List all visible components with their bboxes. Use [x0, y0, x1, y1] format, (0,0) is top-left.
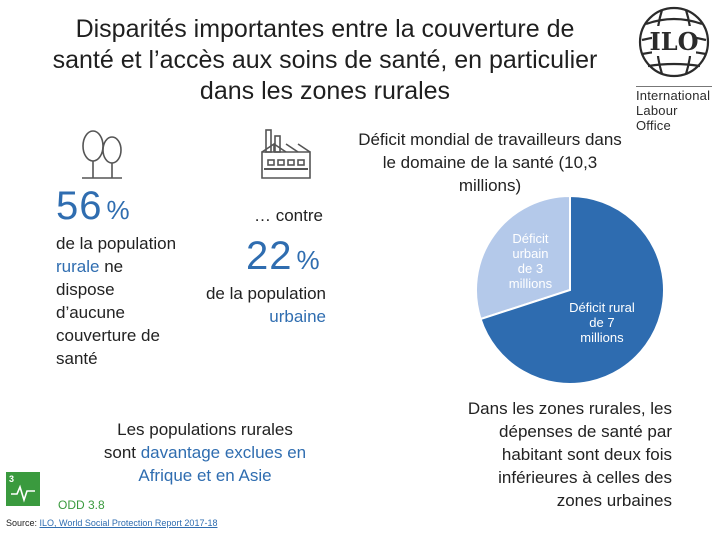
pie-label-urban: Déficit urbain de 3 millions — [509, 231, 553, 291]
urban-keyword: urbaine — [269, 307, 326, 326]
pie-slice-urban — [475, 194, 571, 321]
urban-description: de la population urbaine — [180, 282, 326, 328]
title-line-1: Disparités importantes entre la couvertu… — [75, 15, 575, 43]
pie-label-rural: Déficit rural de 7 millions — [569, 300, 635, 345]
factory-icon — [261, 129, 311, 179]
urban-percentage: 22% — [246, 234, 321, 278]
exclusion-keyword: davantage exclues en — [140, 443, 307, 462]
svg-text:ILO: ILO — [649, 27, 698, 56]
rural-description: de la population rurale ne dispose d’auc… — [56, 234, 177, 368]
pie-slice-rural — [479, 194, 665, 385]
sdg-health-icon: 3 — [6, 472, 40, 506]
chart-title: Déficit mondial de travailleurs dans le … — [358, 130, 622, 195]
ilo-globe-icon: ILO — [638, 6, 710, 78]
rural-percentage: 56% — [56, 184, 131, 228]
health-spending-note: Dans les zones rurales, les dépenses de … — [467, 399, 672, 510]
ilo-logo-text: International Labour Office — [636, 88, 711, 133]
trees-icon — [82, 130, 122, 179]
slide-title: Disparités importantes entre la couvertu… — [40, 14, 610, 107]
sdg-label: ODD 3.8 — [58, 498, 105, 512]
rural-exclusion-note: Les populations rurales sont davantage e… — [103, 420, 307, 485]
source-citation: Source: ILO, World Social Protection Rep… — [6, 518, 218, 528]
source-link[interactable]: ILO, World Social Protection Report 2017… — [39, 518, 218, 528]
title-line-2: santé et l’accès aux soins de santé, en … — [52, 46, 598, 74]
title-line-3: dans les zones rurales — [199, 77, 451, 105]
rural-keyword: rurale — [56, 257, 100, 276]
ilo-logo: ILO International Labour Office — [622, 2, 718, 142]
contre-label: … contre — [254, 206, 323, 225]
health-worker-deficit-pie: Déficit urbain de 3 millions Déficit rural de… — [475, 194, 665, 385]
